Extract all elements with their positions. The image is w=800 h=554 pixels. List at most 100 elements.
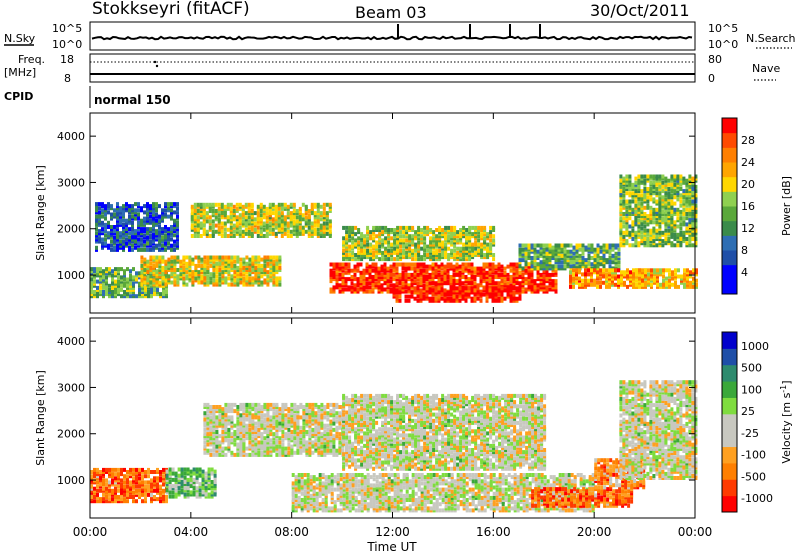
range-gate-cell xyxy=(656,284,659,289)
range-gate-cell xyxy=(272,268,276,272)
range-gate-cell xyxy=(117,467,120,472)
range-gate-cell xyxy=(212,259,216,264)
range-gate-cell xyxy=(117,275,120,280)
range-gate-cell xyxy=(158,220,161,225)
range-gate-cell xyxy=(640,189,644,194)
range-gate-cell xyxy=(146,206,149,211)
range-gate-cell xyxy=(425,296,429,301)
range-gate-cell xyxy=(676,243,680,248)
range-gate-cell xyxy=(152,222,155,227)
range-gate-cell xyxy=(105,478,108,483)
range-gate-cell xyxy=(217,206,221,211)
range-gate-cell xyxy=(446,281,450,286)
range-gate-cell xyxy=(218,255,222,260)
range-gate-cell xyxy=(344,287,348,292)
range-gate-cell xyxy=(431,277,435,282)
range-gate-cell xyxy=(241,213,245,218)
range-gate-cell xyxy=(204,488,208,493)
range-gate-cell xyxy=(191,270,195,275)
range-gate-cell xyxy=(155,243,158,248)
range-gate-cell xyxy=(365,283,369,288)
range-gate-cell xyxy=(211,209,215,213)
range-gate-cell xyxy=(470,266,474,271)
range-gate-cell xyxy=(619,222,623,227)
range-gate-cell xyxy=(390,257,394,262)
range-gate-cell xyxy=(236,259,240,264)
range-gate-cell xyxy=(545,256,549,260)
range-gate-cell xyxy=(99,482,102,487)
range-gate-cell xyxy=(158,272,162,277)
range-gate-cell xyxy=(283,215,287,220)
range-gate-cell xyxy=(437,283,441,288)
range-gate-cell xyxy=(637,226,641,231)
range-gate-cell xyxy=(677,268,680,273)
range-gate-cell xyxy=(438,230,442,235)
range-gate-cell xyxy=(431,264,435,269)
range-gate-cell xyxy=(473,266,477,271)
range-gate-cell xyxy=(470,270,474,275)
range-gate-cell xyxy=(269,270,273,275)
range-gate-cell xyxy=(146,231,149,236)
range-gate-cell xyxy=(563,253,567,258)
range-gate-cell xyxy=(527,268,531,273)
range-gate-cell xyxy=(117,283,120,288)
range-gate-cell xyxy=(250,225,254,230)
range-gate-cell xyxy=(189,473,193,478)
range-gate-cell xyxy=(521,253,525,258)
range-gate-cell xyxy=(420,236,424,241)
range-gate-cell xyxy=(179,268,183,272)
range-gate-cell xyxy=(453,240,457,245)
range-gate-cell xyxy=(250,215,254,220)
range-gate-cell xyxy=(141,290,144,294)
range-gate-cell xyxy=(114,273,117,278)
range-gate-cell xyxy=(102,472,105,477)
range-gate-cell xyxy=(608,264,612,269)
range-gate-cell xyxy=(429,242,433,247)
range-gate-cell xyxy=(491,298,495,303)
range-gate-cell xyxy=(482,275,486,279)
range-gate-cell xyxy=(183,471,187,476)
range-gate-cell xyxy=(643,178,647,183)
range-gate-cell xyxy=(108,499,111,504)
range-gate-cell xyxy=(102,474,105,479)
range-gate-cell xyxy=(683,282,686,287)
range-gate-cell xyxy=(217,225,221,230)
range-gate-cell xyxy=(679,178,683,183)
range-gate-cell xyxy=(625,218,629,223)
range-gate-cell xyxy=(120,472,123,477)
range-gate-cell xyxy=(655,237,659,241)
range-gate-cell xyxy=(164,259,168,264)
nsky-label: N.Sky xyxy=(4,32,36,45)
range-gate-cell xyxy=(295,223,299,228)
range-gate-cell xyxy=(686,268,689,273)
range-gate-cell xyxy=(667,212,671,216)
range-gate-cell xyxy=(195,467,199,472)
nsky-strip: N.Sky 10^5 10^0 10^5 10^0 N.Search xyxy=(4,21,796,51)
range-gate-cell xyxy=(401,277,405,282)
range-gate-cell xyxy=(581,251,585,256)
range-gate-cell xyxy=(155,274,159,279)
range-gate-cell xyxy=(679,239,683,244)
range-gate-cell xyxy=(289,221,293,226)
range-gate-cell xyxy=(422,286,426,291)
range-gate-cell xyxy=(113,237,116,242)
range-gate-cell xyxy=(494,288,498,293)
range-gate-cell xyxy=(173,263,177,268)
range-gate-cell xyxy=(188,259,192,264)
range-gate-cell xyxy=(197,259,201,264)
range-gate-cell xyxy=(165,490,169,495)
range-gate-cell xyxy=(500,296,504,301)
range-gate-cell xyxy=(105,290,108,294)
range-gate-cell xyxy=(515,264,519,269)
range-gate-cell xyxy=(584,247,588,252)
range-gate-cell xyxy=(384,257,388,262)
range-gate-cell xyxy=(351,250,355,255)
range-gate-cell xyxy=(527,264,531,269)
range-gate-cell xyxy=(108,480,111,485)
range-gate-cell xyxy=(578,258,582,263)
range-gate-cell xyxy=(590,268,593,273)
range-gate-cell xyxy=(190,211,194,216)
range-gate-cell xyxy=(319,204,323,209)
range-gate-cell xyxy=(486,232,490,237)
range-gate-cell xyxy=(643,234,647,239)
